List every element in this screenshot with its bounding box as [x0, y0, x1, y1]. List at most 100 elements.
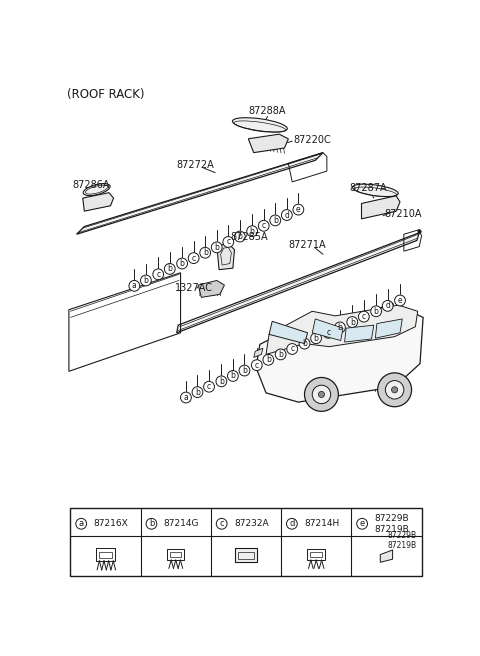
Text: b: b: [168, 264, 172, 274]
Text: e: e: [360, 520, 365, 528]
Circle shape: [146, 518, 157, 529]
Text: d: d: [289, 520, 295, 528]
Circle shape: [200, 247, 211, 258]
Text: c: c: [192, 254, 196, 262]
Text: b: b: [203, 248, 208, 257]
Polygon shape: [380, 550, 393, 562]
Text: c: c: [255, 361, 259, 370]
Circle shape: [335, 322, 345, 333]
Bar: [96, 548, 115, 561]
Bar: [238, 552, 254, 559]
Circle shape: [371, 306, 382, 317]
Text: 87286A: 87286A: [72, 180, 109, 190]
Circle shape: [395, 295, 406, 306]
Circle shape: [223, 237, 234, 247]
Text: b: b: [266, 356, 271, 364]
Text: b: b: [313, 334, 319, 342]
Bar: [235, 548, 257, 562]
Text: a: a: [183, 393, 188, 402]
Polygon shape: [77, 153, 323, 234]
Text: b: b: [242, 366, 247, 375]
Circle shape: [382, 300, 393, 311]
Text: 87285A: 87285A: [230, 232, 268, 242]
Text: 87232A: 87232A: [234, 520, 269, 528]
Text: 87214H: 87214H: [304, 520, 339, 528]
Circle shape: [357, 518, 368, 529]
Text: 87287A: 87287A: [349, 183, 387, 193]
Text: 87229B
87219B: 87229B 87219B: [388, 531, 417, 550]
Text: c: c: [326, 328, 330, 337]
Text: 87272A: 87272A: [177, 160, 215, 170]
Text: b: b: [278, 350, 283, 359]
Text: c: c: [226, 237, 230, 247]
Text: c: c: [207, 382, 211, 391]
Text: b: b: [219, 377, 224, 386]
Circle shape: [392, 387, 398, 393]
Text: 87214G: 87214G: [164, 520, 199, 528]
Circle shape: [129, 281, 140, 291]
Bar: [307, 549, 325, 560]
Circle shape: [234, 231, 245, 242]
Polygon shape: [312, 319, 343, 340]
Polygon shape: [248, 134, 288, 153]
Polygon shape: [345, 325, 374, 342]
Circle shape: [216, 518, 227, 529]
Text: b: b: [238, 232, 242, 241]
Circle shape: [153, 269, 164, 279]
Polygon shape: [375, 319, 402, 338]
Circle shape: [385, 380, 404, 399]
Text: b: b: [230, 371, 235, 380]
Circle shape: [258, 220, 269, 231]
Circle shape: [287, 518, 297, 529]
Text: c: c: [219, 520, 224, 528]
Bar: [170, 552, 181, 557]
Circle shape: [164, 264, 175, 274]
Bar: [71, 508, 421, 576]
Bar: [310, 552, 323, 557]
Circle shape: [216, 376, 227, 387]
Text: 87229B
87219B: 87229B 87219B: [374, 514, 409, 534]
Circle shape: [281, 210, 292, 220]
Circle shape: [76, 518, 86, 529]
Text: e: e: [398, 296, 402, 305]
Text: 87210A: 87210A: [384, 209, 422, 219]
Circle shape: [239, 365, 250, 376]
Text: b: b: [337, 323, 342, 332]
Polygon shape: [83, 193, 114, 211]
Circle shape: [188, 253, 199, 264]
Text: 87220C: 87220C: [294, 135, 332, 146]
Circle shape: [177, 258, 188, 269]
Text: b: b: [149, 520, 154, 528]
Circle shape: [141, 275, 151, 286]
Text: c: c: [262, 221, 266, 230]
Text: b: b: [180, 259, 184, 268]
Ellipse shape: [232, 117, 288, 132]
Text: 87271A: 87271A: [288, 240, 326, 250]
Circle shape: [299, 338, 310, 349]
Text: a: a: [132, 281, 137, 291]
Text: b: b: [350, 318, 355, 327]
Circle shape: [192, 387, 203, 398]
Circle shape: [323, 327, 334, 338]
Circle shape: [263, 354, 274, 365]
Circle shape: [304, 377, 338, 411]
Ellipse shape: [83, 184, 110, 195]
Text: b: b: [273, 216, 278, 225]
Circle shape: [318, 392, 324, 398]
Bar: [99, 552, 112, 558]
Circle shape: [252, 359, 262, 371]
Text: 1327AC: 1327AC: [175, 283, 213, 293]
Text: c: c: [290, 344, 294, 354]
Polygon shape: [256, 311, 423, 402]
Polygon shape: [361, 195, 400, 219]
Circle shape: [211, 242, 222, 253]
Text: b: b: [144, 276, 148, 285]
Circle shape: [204, 381, 215, 392]
Text: b: b: [302, 339, 307, 348]
Circle shape: [228, 371, 238, 381]
Polygon shape: [269, 321, 308, 344]
Text: e: e: [296, 205, 300, 214]
Polygon shape: [198, 281, 225, 297]
Bar: [168, 549, 184, 560]
Text: a: a: [79, 520, 84, 528]
